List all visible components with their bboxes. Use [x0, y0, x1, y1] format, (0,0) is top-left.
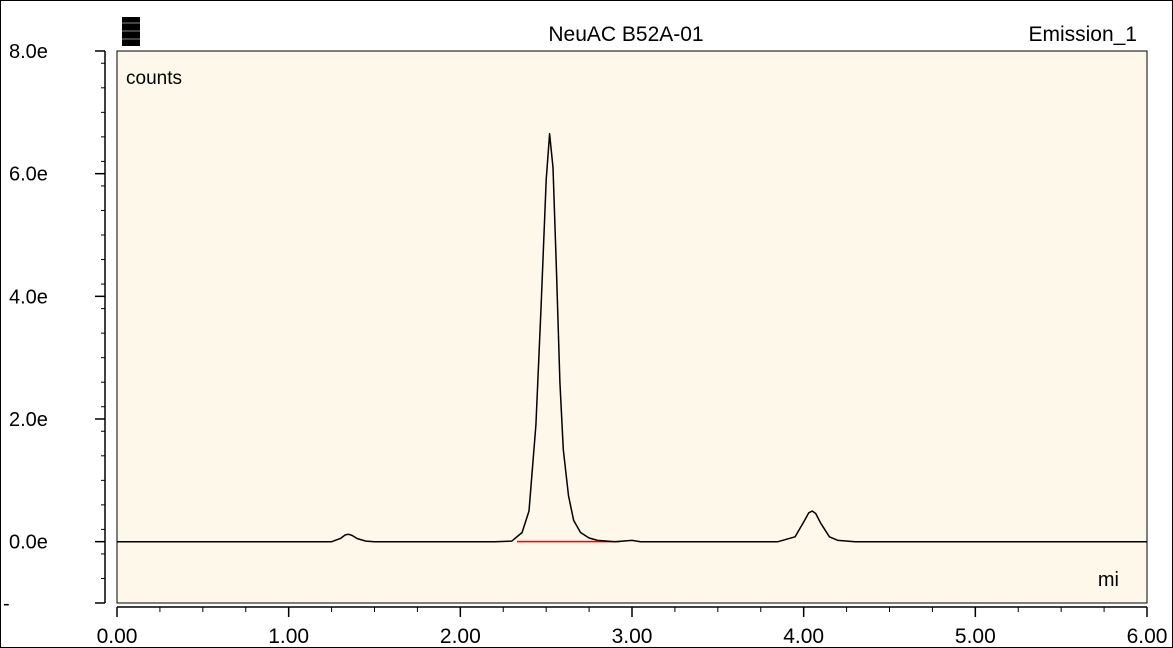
x-tick-label: 1.00 [268, 625, 309, 647]
x-tick-label: 3.00 [612, 625, 653, 647]
channel-label: Emission_1 [1028, 23, 1137, 46]
x-tick-label: 4.00 [783, 625, 824, 647]
x-tick-label: 5.00 [955, 625, 996, 647]
y-tick-label: 4.0e [9, 286, 48, 308]
x-tick-label: 2.00 [440, 625, 481, 647]
y-axis-label: counts [126, 68, 182, 89]
chromatogram-trace [117, 133, 1147, 543]
axes: - 0.0e 2.0e 4.0e 6.0e 8.0e 0.00 1.00 2.00 3.00 4.0… [3, 41, 1167, 647]
x-axis-label: mi [1098, 569, 1119, 591]
y-tick-label: 0.0e [9, 532, 48, 554]
x-tick-label: 6.00 [1127, 625, 1168, 647]
y-tick-label: 2.0e [9, 409, 48, 431]
y-tick-label: - [3, 593, 10, 615]
plot-area [116, 50, 1148, 604]
x-tick-label: 0.00 [97, 625, 138, 647]
y-tick-label: 8.0e [9, 41, 48, 63]
trace-layer [117, 133, 1147, 543]
chart-title: NeuAC B52A-01 [548, 23, 703, 46]
y-tick-label: 6.0e [9, 164, 48, 186]
